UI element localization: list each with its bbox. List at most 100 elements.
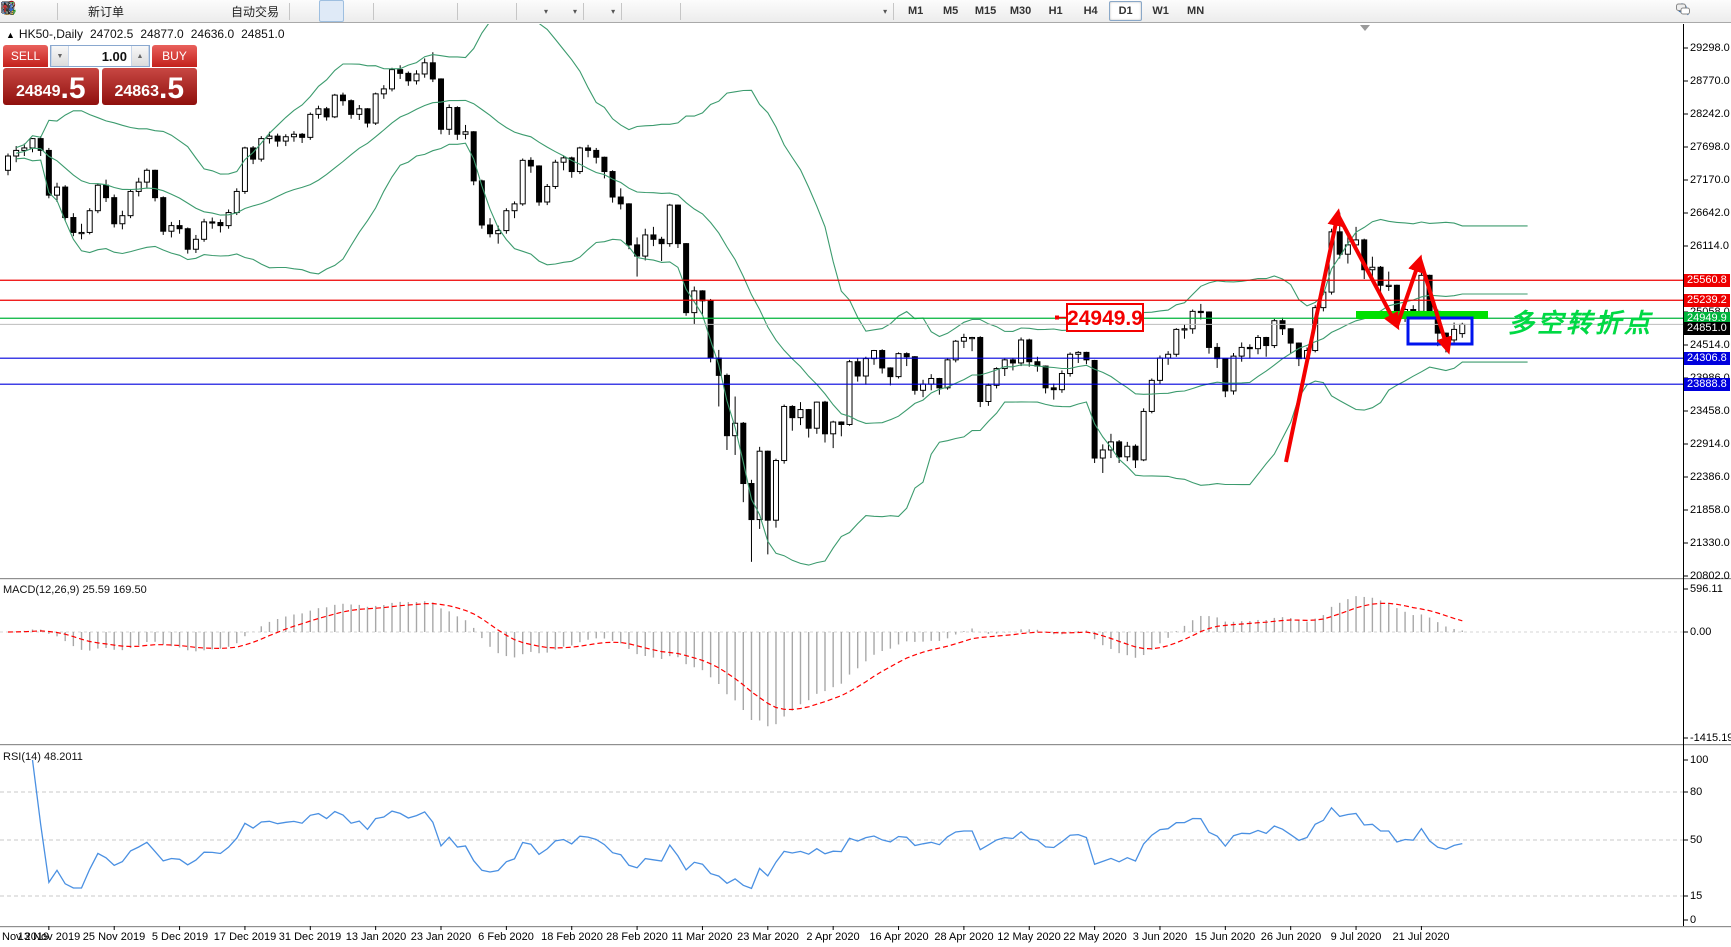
- price-tick: 20802.0: [1690, 570, 1730, 582]
- date-tick: 17 Dec 2019: [213, 931, 277, 943]
- rsi-tick: 50: [1690, 834, 1703, 846]
- arrows-icon[interactable]: [2, 0, 885, 22]
- date-tick: 13 Jan 2020: [345, 931, 407, 943]
- price-tick: 26114.0: [1690, 240, 1729, 252]
- timeframe-m30[interactable]: M30: [1009, 5, 1032, 17]
- zoom-out-icon[interactable]: [2, 0, 428, 22]
- turning-point-note[interactable]: 多空转折点: [1508, 308, 1654, 338]
- timeframe-h4[interactable]: H4: [1083, 5, 1098, 17]
- current-price-label: 24851.0: [1684, 322, 1730, 335]
- timeframe-h1[interactable]: H1: [1048, 5, 1063, 17]
- label-icon[interactable]: T: [1, 0, 860, 22]
- macd-tick: 596.11: [1690, 583, 1723, 595]
- price-tick: 23458.0: [1690, 405, 1730, 417]
- trend-arrow[interactable]: [1336, 214, 1400, 331]
- svg-text:A: A: [4, 2, 13, 16]
- market-watch-icon[interactable]: [2, 0, 180, 22]
- date-tick: 28 Apr 2020: [934, 931, 994, 943]
- date-tick: 6 Feb 2020: [478, 931, 534, 943]
- price-callout-text: 24949.9: [1067, 307, 1143, 330]
- arrows-caret-icon[interactable]: ▾: [883, 6, 888, 16]
- trend-arrow[interactable]: [1284, 208, 1344, 463]
- signal-icon[interactable]: [2, 0, 205, 22]
- trend-arrow[interactable]: [1395, 254, 1424, 327]
- horn-icon[interactable]: [1, 0, 155, 22]
- timeframe-mn[interactable]: MN: [1187, 5, 1205, 17]
- date-tick: 22 May 2020: [1063, 931, 1127, 943]
- open-value: 24702.5: [89, 27, 134, 41]
- price-tick: 21858.0: [1690, 504, 1730, 516]
- chart-ohlc-title: ▲ HK50-,Daily 24702.5 24877.0 24636.0 24851.0: [6, 27, 285, 41]
- price-line-label: 23888.8: [1684, 378, 1730, 391]
- template-icon[interactable]: [2, 0, 613, 22]
- price-line-label: 24949.9: [1684, 312, 1730, 325]
- new-order-label[interactable]: 新订单: [88, 4, 125, 19]
- price-tick: 24514.0: [1690, 339, 1730, 351]
- date-tick: 9 Jul 2020: [1330, 931, 1382, 943]
- crosshair-icon[interactable]: [2, 0, 676, 22]
- close-value: 24851.0: [241, 27, 285, 41]
- price-line-label: 25560.8: [1684, 274, 1730, 287]
- price-tick: 27170.0: [1690, 174, 1730, 186]
- trend-arrow[interactable]: [1418, 258, 1452, 355]
- date-tick: Nov 2019: [2, 931, 50, 943]
- sell-price-main: 24849: [15, 83, 61, 100]
- channel-icon[interactable]: E: [1, 0, 785, 22]
- support-zone-bar[interactable]: [1356, 311, 1488, 319]
- chart-shift-icon[interactable]: [2, 0, 487, 22]
- date-tick: 28 Feb 2020: [606, 931, 668, 943]
- price-line-label: 25239.2: [1684, 294, 1730, 307]
- periods-icon[interactable]: [2, 0, 575, 22]
- text-icon[interactable]: A: [4, 0, 835, 22]
- volume-decrease-button[interactable]: ▼: [51, 46, 69, 66]
- svg-text:T: T: [6, 4, 12, 14]
- hline-icon[interactable]: [2, 0, 735, 22]
- indicators-caret-icon[interactable]: ▾: [544, 6, 549, 16]
- date-tick: 13 Nov 2019: [17, 931, 81, 943]
- new-order-icon[interactable]: [2, 0, 87, 22]
- timeframe-m1[interactable]: M1: [907, 5, 924, 17]
- line-chart-icon[interactable]: [1, 0, 369, 22]
- price-tick: 27698.0: [1690, 141, 1730, 153]
- low-value: 24636.0: [190, 27, 235, 41]
- timeframe-m15[interactable]: M15: [974, 5, 997, 17]
- sell-button[interactable]: SELL: [3, 45, 48, 67]
- fibonacci-icon[interactable]: F: [2, 0, 810, 22]
- macd-tick: 0.00: [1690, 626, 1712, 638]
- cursor-icon[interactable]: [4, 0, 651, 22]
- autotrading-icon[interactable]: [1, 0, 230, 22]
- price-callout-box[interactable]: [1066, 303, 1144, 332]
- price-tick: 21330.0: [1690, 537, 1730, 549]
- zoom-window-icon[interactable]: [1, 0, 53, 22]
- auto-scroll-icon[interactable]: [2, 0, 512, 22]
- vline-icon[interactable]: [7, 0, 710, 22]
- template-caret-icon[interactable]: ▾: [611, 6, 616, 16]
- buy-button[interactable]: BUY: [152, 45, 197, 67]
- candle-chart-icon[interactable]: [2, 0, 345, 22]
- periods-caret-icon[interactable]: ▾: [573, 6, 578, 16]
- collapse-panel-icon[interactable]: ▲: [6, 30, 15, 40]
- bar-chart-icon[interactable]: [3, 0, 319, 22]
- timeframe-m5[interactable]: M5: [942, 5, 959, 17]
- autotrade-label[interactable]: 自动交易: [231, 4, 280, 19]
- macd-tick: -1415.19: [1690, 732, 1731, 744]
- one-click-trading-panel: SELL ▼ 1.00 ▲ BUY 24849.5 24863.5: [3, 45, 197, 105]
- tile-windows-icon[interactable]: [2, 0, 453, 22]
- volume-increase-button[interactable]: ▲: [131, 46, 149, 66]
- chat-icon[interactable]: [1676, 1, 1725, 23]
- price-tick: 26642.0: [1690, 207, 1730, 219]
- timeframe-w1[interactable]: W1: [1152, 5, 1169, 17]
- date-tick: 26 Jun 2020: [1260, 931, 1322, 943]
- rsi-tick: 80: [1690, 786, 1703, 798]
- volume-value[interactable]: 1.00: [101, 48, 127, 64]
- zoom-in-icon[interactable]: [2, 0, 403, 22]
- sell-price[interactable]: 24849.5: [3, 68, 99, 105]
- date-tick: 18 Feb 2020: [541, 931, 603, 943]
- high-value: 24877.0: [140, 27, 184, 41]
- timeframe-d1[interactable]: D1: [1109, 1, 1143, 21]
- buy-price[interactable]: 24863.5: [101, 68, 197, 105]
- trendline-icon[interactable]: [2, 0, 760, 22]
- indicators-icon[interactable]: [1, 0, 546, 22]
